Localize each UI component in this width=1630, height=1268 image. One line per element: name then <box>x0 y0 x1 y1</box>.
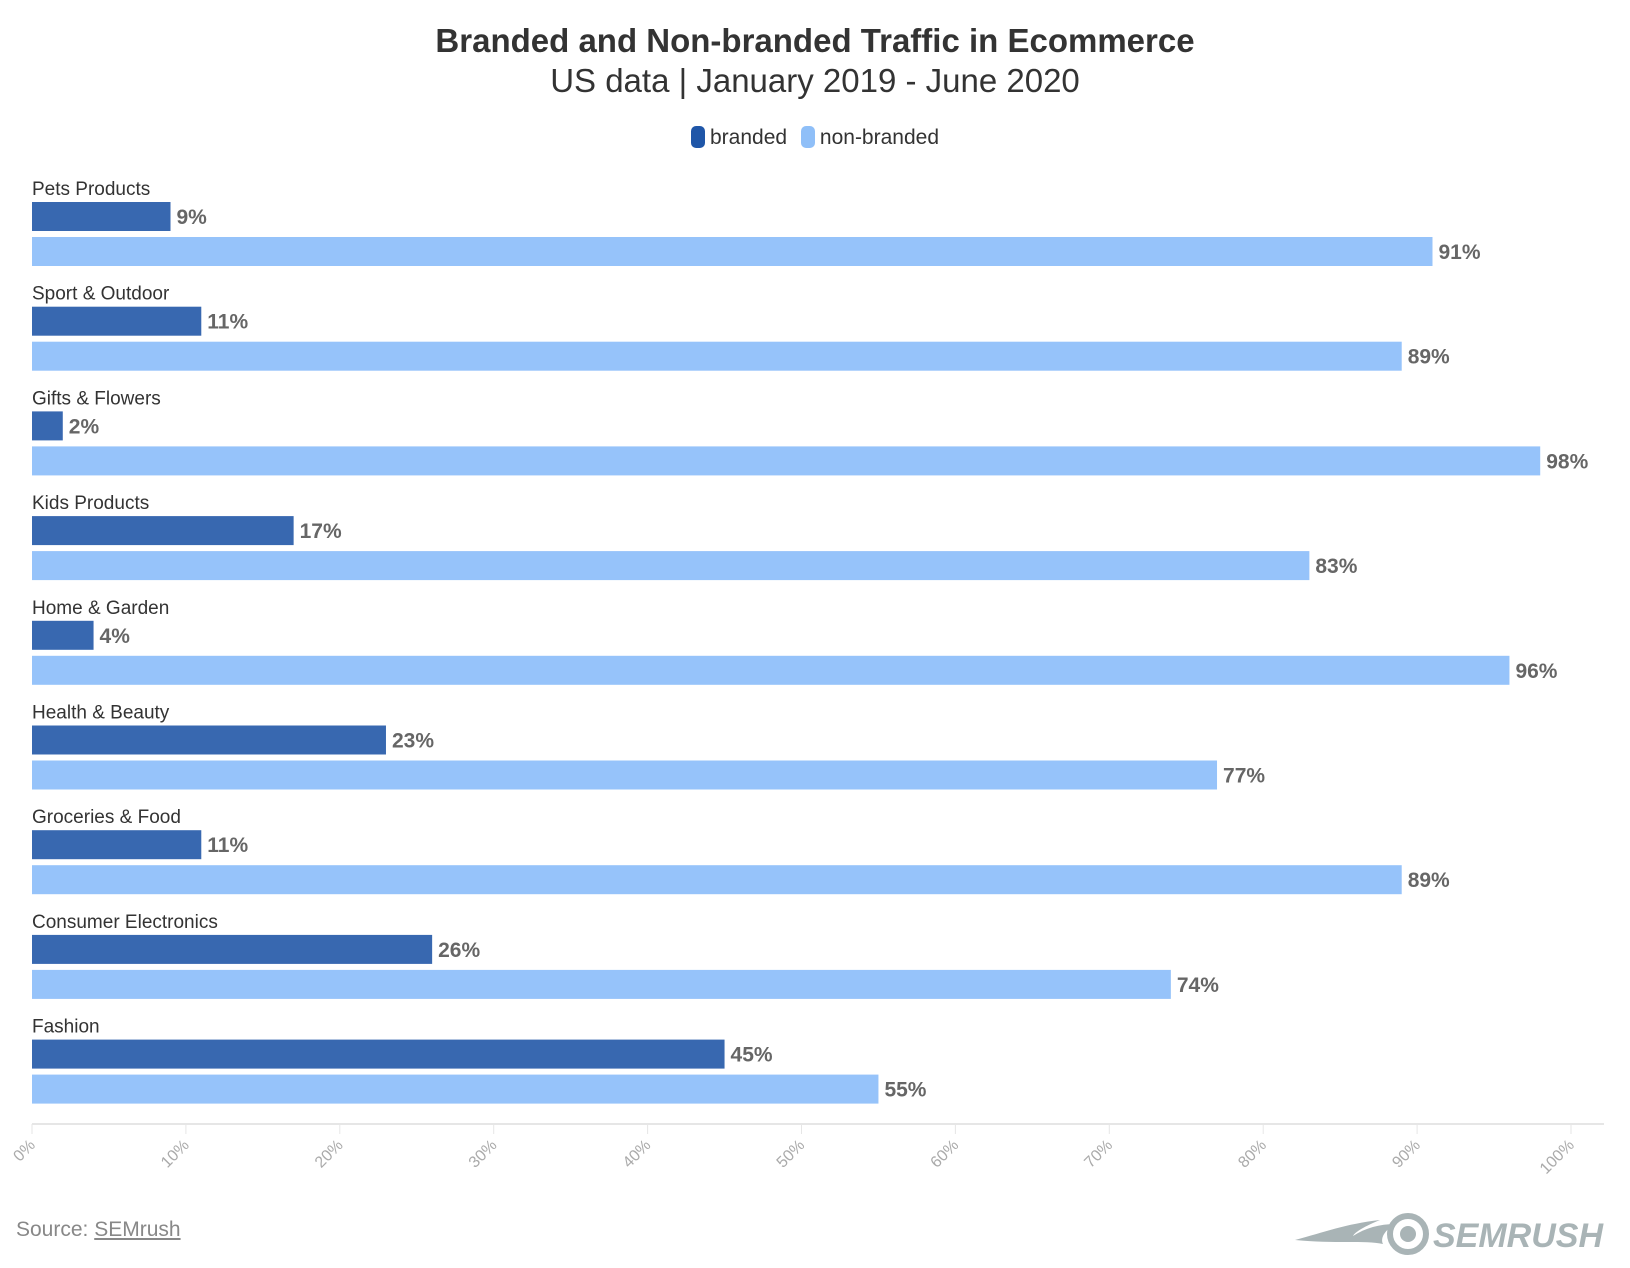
data-label: 9% <box>177 206 208 229</box>
category-label: Sport & Outdoor <box>32 284 170 305</box>
semrush-logo-icon: SEMRUSH <box>1295 1213 1604 1255</box>
data-label: 98% <box>1546 450 1588 473</box>
bar-branded[interactable] <box>32 830 202 860</box>
legend-swatch-branded <box>690 126 705 148</box>
legend: branded non-branded <box>0 126 1630 150</box>
legend-swatch-non-branded <box>800 126 815 148</box>
category-label: Home & Garden <box>32 598 169 619</box>
source-note: Source: SEMrush <box>16 1218 181 1242</box>
x-tick-label: 20% <box>312 1137 347 1172</box>
bar-non-branded[interactable] <box>32 865 1402 895</box>
data-label: 83% <box>1315 555 1357 578</box>
bar-branded[interactable] <box>32 202 171 231</box>
x-tick-label: 50% <box>774 1137 809 1172</box>
data-label: 26% <box>438 939 480 962</box>
category-label: Pets Products <box>32 179 150 200</box>
legend-label: branded <box>709 126 788 149</box>
x-tick-label: 0% <box>10 1137 38 1165</box>
bar-branded[interactable] <box>32 516 294 546</box>
category-label: Consumer Electronics <box>32 912 218 933</box>
data-label: 2% <box>69 415 100 438</box>
bar-non-branded[interactable] <box>32 1074 879 1104</box>
bar-non-branded[interactable] <box>32 760 1218 790</box>
legend-item-non-branded[interactable]: non-branded <box>800 126 940 149</box>
bar-branded[interactable] <box>32 1039 725 1069</box>
x-tick-label: 30% <box>466 1137 501 1172</box>
chart-subtitle: US data | January 2019 - June 2020 <box>550 62 1080 99</box>
data-label: 55% <box>884 1079 926 1102</box>
x-tick-label: 90% <box>1389 1137 1424 1172</box>
bar-branded[interactable] <box>32 620 94 650</box>
data-label: 11% <box>207 311 248 334</box>
data-label: 4% <box>100 625 131 648</box>
bar-non-branded[interactable] <box>32 237 1433 266</box>
data-label: 17% <box>300 520 342 543</box>
data-label: 89% <box>1408 346 1450 369</box>
bar-non-branded[interactable] <box>32 446 1541 476</box>
bar-branded[interactable] <box>32 934 433 964</box>
bar-non-branded[interactable] <box>32 341 1402 371</box>
data-label: 89% <box>1408 869 1450 892</box>
x-tick-label: 70% <box>1081 1137 1116 1172</box>
bar-non-branded[interactable] <box>32 655 1510 685</box>
data-label: 91% <box>1438 241 1480 264</box>
bar-branded[interactable] <box>32 306 202 336</box>
svg-text:SEMRUSH: SEMRUSH <box>1433 1217 1604 1255</box>
x-tick-label: 40% <box>620 1137 655 1172</box>
data-label: 23% <box>392 730 434 753</box>
bar-non-branded[interactable] <box>32 969 1171 999</box>
bar-non-branded[interactable] <box>32 551 1310 581</box>
data-label: 96% <box>1515 660 1557 683</box>
data-label: 11% <box>207 834 248 857</box>
legend-item-branded[interactable]: branded <box>690 126 788 149</box>
bar-branded[interactable] <box>32 411 63 441</box>
x-tick-label: 60% <box>928 1137 963 1172</box>
chart-title: Branded and Non-branded Traffic in Ecomm… <box>435 22 1195 59</box>
category-label: Kids Products <box>32 493 149 514</box>
category-label: Fashion <box>32 1017 100 1038</box>
source-label: Source: <box>16 1218 89 1241</box>
bar-branded[interactable] <box>32 725 386 755</box>
legend-label: non-branded <box>819 126 940 149</box>
x-tick-label: 10% <box>158 1137 193 1172</box>
data-label: 77% <box>1223 765 1265 788</box>
category-label: Gifts & Flowers <box>32 388 161 409</box>
category-label: Health & Beauty <box>32 703 170 724</box>
data-label: 74% <box>1177 974 1219 997</box>
semrush-logo: SEMRUSH <box>1295 1210 1625 1261</box>
category-label: Groceries & Food <box>32 807 181 828</box>
x-tick-label: 80% <box>1235 1137 1270 1172</box>
data-label: 45% <box>731 1044 773 1067</box>
source-link[interactable]: SEMrush <box>94 1218 181 1241</box>
x-tick-label: 100% <box>1537 1137 1578 1178</box>
